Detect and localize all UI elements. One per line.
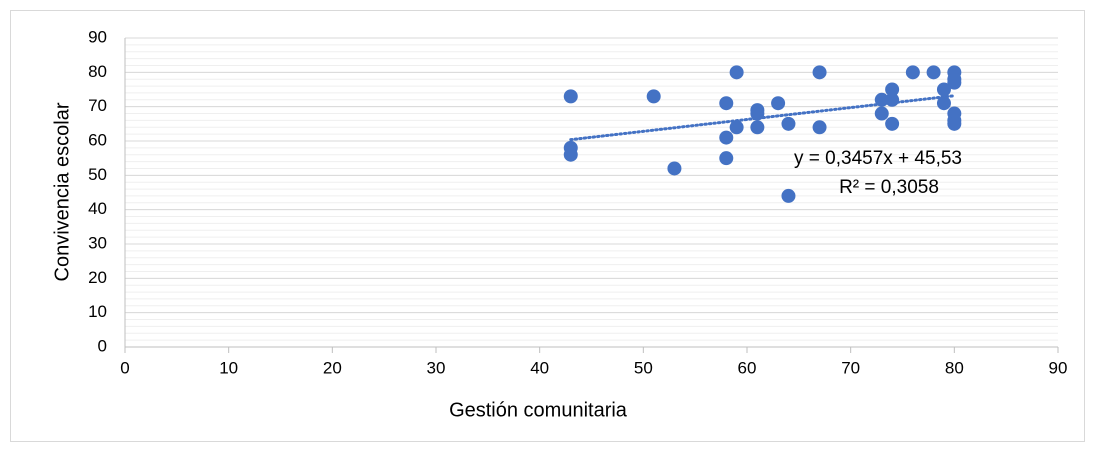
point (719, 151, 734, 166)
point (885, 116, 900, 131)
point (729, 120, 744, 135)
x-tick-label: 40 (530, 358, 549, 377)
point (926, 65, 941, 80)
point (729, 65, 744, 80)
point (874, 92, 889, 107)
point (750, 120, 765, 135)
y-tick-label: 60 (88, 130, 107, 149)
point (563, 89, 578, 104)
trendline-r2: R² = 0,3058 (839, 177, 939, 198)
x-tick-label: 60 (738, 358, 757, 377)
x-tick-label: 30 (427, 358, 446, 377)
point (719, 96, 734, 111)
x-tick-label: 70 (841, 358, 860, 377)
point (905, 65, 920, 80)
point (947, 75, 962, 90)
y-tick-label: 50 (88, 165, 107, 184)
y-tick-label: 20 (88, 268, 107, 287)
point (936, 96, 951, 111)
point (812, 120, 827, 135)
point (646, 89, 661, 104)
x-tick-label: 20 (323, 358, 342, 377)
y-tick-label: 30 (88, 233, 107, 252)
point (750, 106, 765, 121)
x-axis-title: Gestión comunitaria (449, 399, 628, 421)
x-tick-label: 0 (120, 358, 129, 377)
y-tick-label: 90 (88, 27, 107, 46)
y-tick-label: 0 (98, 336, 107, 355)
trendline-equation: y = 0,3457x + 45,53 (794, 148, 962, 169)
point (885, 82, 900, 97)
point (936, 82, 951, 97)
point (874, 106, 889, 121)
x-tick-label: 80 (945, 358, 964, 377)
y-tick-label: 80 (88, 62, 107, 81)
y-axis-title: Convivencia escolar (51, 102, 73, 281)
y-tick-label: 40 (88, 199, 107, 218)
point (947, 116, 962, 131)
point (812, 65, 827, 80)
chart-border (10, 10, 1085, 442)
x-tick-label: 10 (219, 358, 238, 377)
point (667, 161, 682, 176)
y-tick-label: 10 (88, 302, 107, 321)
x-tick-label: 50 (634, 358, 653, 377)
point (563, 147, 578, 162)
point (781, 116, 796, 131)
point (771, 96, 786, 111)
y-tick-label: 70 (88, 96, 107, 115)
x-tick-label: 90 (1049, 358, 1068, 377)
point (719, 130, 734, 145)
point (781, 188, 796, 203)
point (885, 92, 900, 107)
